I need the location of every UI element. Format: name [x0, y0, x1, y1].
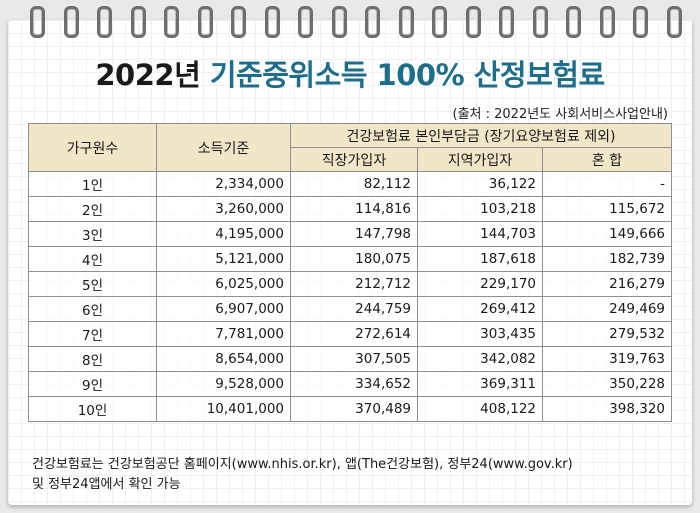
table-row: 9인 9,528,000 334,652 369,311 350,228	[28, 371, 672, 397]
cell-income: 10,401,000	[156, 396, 291, 422]
cell-household: 10인	[28, 396, 157, 422]
binding-ring	[432, 6, 447, 38]
cell-workplace: 370,489	[290, 396, 418, 422]
cell-household: 6인	[28, 296, 157, 322]
table-row: 6인 6,907,000 244,759 269,412 249,469	[28, 296, 672, 322]
binding-ring	[365, 6, 380, 38]
cell-household: 3인	[28, 221, 157, 247]
page-title: 2022년 기준중위소득 100% 산정보험료	[0, 52, 700, 94]
table-row: 4인 5,121,000 180,075 187,618 182,739	[28, 246, 672, 272]
table-body: 1인 2,334,000 82,112 36,122-2인 3,260,000 114,8…	[28, 171, 672, 422]
cell-income: 6,025,000	[156, 271, 291, 297]
footnote-line-2: 및 정부24앱에서 확인 가능	[32, 477, 181, 492]
binding-ring	[398, 6, 414, 38]
premium-table: 가구원수 소득기준 건강보험료 본인부담금 (장기요양보험료 제외) 직장가입자…	[28, 123, 672, 422]
cell-workplace: 244,759	[290, 296, 418, 322]
cell-mixed: 182,739	[542, 246, 672, 272]
cell-workplace: 272,614	[290, 321, 418, 347]
cell-mixed: 216,279	[542, 271, 672, 297]
cell-mixed: -	[542, 171, 672, 197]
table-row: 1인 2,334,000 82,112 36,122-	[28, 171, 672, 197]
cell-household: 9인	[28, 371, 157, 397]
cell-household: 5인	[28, 271, 157, 297]
spiral-binding	[0, 0, 700, 40]
cell-workplace: 114,816	[290, 196, 418, 222]
header-premium-group: 건강보험료 본인부담금 (장기요양보험료 제외)	[290, 123, 672, 148]
table-row: 2인 3,260,000 114,816 103,218 115,672	[28, 196, 672, 222]
cell-income: 3,260,000	[156, 196, 291, 222]
header-regional: 지역가입자	[417, 147, 543, 172]
cell-regional: 369,311	[417, 371, 543, 397]
cell-household: 7인	[28, 321, 157, 347]
binding-ring	[164, 6, 179, 38]
source-note: (출처 : 2022년도 사회서비스사업안내)	[452, 107, 669, 122]
binding-ring	[231, 6, 246, 38]
table-row: 3인 4,195,000 147,798 144,703 149,666	[28, 221, 672, 247]
cell-workplace: 334,652	[290, 371, 418, 397]
binding-ring	[465, 6, 481, 38]
footnote-line-1: 건강보험료는 건강보험공단 홈페이지(www.nhis.or.kr), 앱(Th…	[32, 457, 573, 472]
binding-ring	[197, 6, 213, 38]
cell-workplace: 147,798	[290, 221, 418, 247]
cell-income: 8,654,000	[156, 346, 291, 372]
binding-ring	[298, 6, 313, 38]
binding-ring	[97, 6, 112, 38]
cell-regional: 408,122	[417, 396, 543, 422]
binding-ring	[666, 6, 682, 38]
cell-mixed: 398,320	[542, 396, 672, 422]
title-accent: 기준중위소득 100% 산정보험료	[209, 58, 605, 92]
binding-ring	[264, 6, 280, 38]
cell-household: 2인	[28, 196, 157, 222]
header-mixed: 혼 합	[542, 147, 672, 172]
binding-ring	[499, 6, 514, 38]
cell-income: 2,334,000	[156, 171, 291, 197]
cell-mixed: 149,666	[542, 221, 672, 247]
binding-ring	[566, 6, 581, 38]
cell-income: 5,121,000	[156, 246, 291, 272]
binding-ring	[331, 6, 347, 38]
title-year: 2022년	[95, 58, 210, 92]
binding-ring	[63, 6, 79, 38]
cell-mixed: 249,469	[542, 296, 672, 322]
cell-income: 6,907,000	[156, 296, 291, 322]
cell-workplace: 180,075	[290, 246, 418, 272]
cell-income: 4,195,000	[156, 221, 291, 247]
cell-regional: 36,122	[417, 171, 543, 197]
cell-workplace: 212,712	[290, 271, 418, 297]
cell-regional: 342,082	[417, 346, 543, 372]
cell-mixed: 350,228	[542, 371, 672, 397]
cell-income: 9,528,000	[156, 371, 291, 397]
footnote: 건강보험료는 건강보험공단 홈페이지(www.nhis.or.kr), 앱(Th…	[32, 455, 682, 495]
cell-household: 4인	[28, 246, 157, 272]
table-row: 5인 6,025,000 212,712 229,170 216,279	[28, 271, 672, 297]
binding-ring	[599, 6, 615, 38]
cell-regional: 144,703	[417, 221, 543, 247]
cell-household: 8인	[28, 346, 157, 372]
cell-regional: 187,618	[417, 246, 543, 272]
table-row: 10인 10,401,000 370,489 408,122 398,320	[28, 396, 672, 422]
binding-ring	[633, 6, 648, 38]
cell-regional: 269,412	[417, 296, 543, 322]
header-income: 소득기준	[156, 123, 291, 172]
cell-household: 1인	[28, 171, 157, 197]
cell-income: 7,781,000	[156, 321, 291, 347]
cell-workplace: 307,505	[290, 346, 418, 372]
cell-mixed: 319,763	[542, 346, 672, 372]
cell-regional: 229,170	[417, 271, 543, 297]
cell-mixed: 115,672	[542, 196, 672, 222]
cell-workplace: 82,112	[290, 171, 418, 197]
header-household: 가구원수	[28, 123, 157, 172]
table-row: 8인 8,654,000 307,505 342,082 319,763	[28, 346, 672, 372]
binding-ring	[130, 6, 146, 38]
cell-regional: 303,435	[417, 321, 543, 347]
binding-ring	[532, 6, 548, 38]
binding-ring	[30, 6, 45, 38]
header-workplace: 직장가입자	[290, 147, 418, 172]
table-row: 7인 7,781,000 272,614 303,435 279,532	[28, 321, 672, 347]
cell-regional: 103,218	[417, 196, 543, 222]
cell-mixed: 279,532	[542, 321, 672, 347]
